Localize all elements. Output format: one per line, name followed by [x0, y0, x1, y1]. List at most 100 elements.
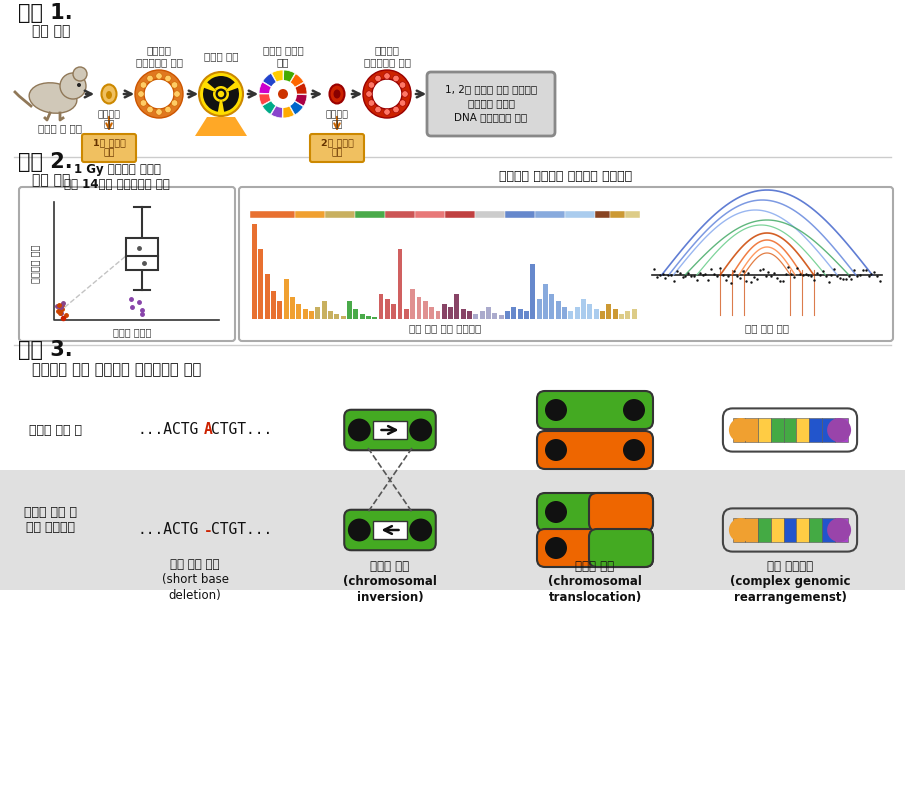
Bar	[809, 418, 822, 442]
Bar	[410, 289, 415, 319]
FancyBboxPatch shape	[537, 391, 653, 429]
Bar	[366, 316, 371, 319]
Bar	[758, 418, 771, 442]
Circle shape	[199, 72, 243, 116]
Text: 그림 2.: 그림 2.	[18, 152, 72, 172]
Circle shape	[165, 75, 171, 82]
Bar	[606, 304, 611, 319]
Bar	[784, 418, 796, 442]
Bar	[252, 224, 257, 319]
Circle shape	[171, 82, 177, 88]
Text: 방사선 조사: 방사선 조사	[204, 51, 238, 61]
Bar	[581, 299, 586, 319]
Bar	[435, 311, 441, 319]
Bar	[505, 311, 510, 319]
Bar	[0, 470, 905, 590]
Text: A: A	[204, 422, 213, 438]
Bar	[355, 211, 385, 218]
Bar	[511, 307, 517, 319]
Wedge shape	[214, 86, 227, 94]
Bar	[321, 301, 327, 319]
Bar	[296, 304, 301, 319]
Bar	[429, 307, 434, 319]
Bar	[613, 309, 617, 319]
Text: 짧은 염기 결손 돌연변이: 짧은 염기 결손 돌연변이	[409, 323, 481, 333]
Circle shape	[402, 90, 408, 98]
Ellipse shape	[101, 85, 117, 103]
FancyBboxPatch shape	[344, 510, 436, 550]
Circle shape	[140, 100, 147, 106]
Bar	[784, 518, 796, 542]
Circle shape	[384, 109, 390, 115]
Circle shape	[545, 501, 567, 523]
FancyBboxPatch shape	[19, 187, 235, 341]
Circle shape	[729, 418, 753, 442]
Bar	[809, 518, 822, 542]
Circle shape	[827, 418, 851, 442]
Text: 단일세포
분리: 단일세포 분리	[98, 110, 120, 130]
Text: 1차 유전체
분석: 1차 유전체 분석	[92, 138, 126, 158]
Circle shape	[375, 75, 381, 82]
Circle shape	[368, 82, 375, 88]
Bar	[258, 249, 263, 319]
Bar	[565, 211, 595, 218]
Circle shape	[269, 80, 297, 108]
Bar	[271, 291, 276, 319]
Bar	[594, 309, 598, 319]
Text: ...ACTG: ...ACTG	[138, 522, 198, 538]
Text: -: -	[204, 522, 213, 538]
Bar	[467, 311, 472, 319]
Circle shape	[545, 537, 567, 559]
Text: 방사선 노출된
세포: 방사선 노출된 세포	[262, 45, 303, 66]
Bar	[746, 518, 758, 542]
Bar	[834, 418, 847, 442]
Wedge shape	[213, 91, 221, 102]
Circle shape	[218, 90, 224, 98]
Polygon shape	[195, 117, 247, 136]
Bar	[796, 518, 809, 542]
Wedge shape	[283, 94, 307, 106]
Circle shape	[399, 82, 405, 88]
Text: 돌연변이 개수: 돌연변이 개수	[30, 245, 40, 283]
Bar	[492, 313, 498, 319]
Circle shape	[73, 67, 87, 81]
Bar	[385, 299, 390, 319]
Bar	[595, 211, 610, 218]
Circle shape	[368, 100, 375, 106]
Text: 단일세포
오가노이드 구축: 단일세포 오가노이드 구축	[136, 45, 183, 66]
Ellipse shape	[329, 85, 345, 103]
Text: 방사선이 유발한: 방사선이 유발한	[468, 98, 515, 108]
Text: 단일세포
분리: 단일세포 분리	[326, 110, 348, 130]
Text: 염색체 전좌
(chromosomal
translocation): 염색체 전좌 (chromosomal translocation)	[548, 561, 642, 603]
Circle shape	[827, 518, 851, 542]
Bar	[328, 311, 333, 319]
Bar	[397, 249, 403, 319]
Circle shape	[393, 75, 399, 82]
Wedge shape	[271, 94, 283, 118]
Bar	[454, 294, 460, 319]
Circle shape	[138, 90, 144, 98]
Wedge shape	[283, 74, 304, 94]
Text: 복잡 구조 변이: 복잡 구조 변이	[745, 323, 789, 333]
Text: 단일세포
오가노이드 구축: 단일세포 오가노이드 구축	[364, 45, 411, 66]
Circle shape	[174, 90, 180, 98]
Bar	[353, 309, 358, 319]
Bar	[325, 211, 355, 218]
Bar	[505, 211, 535, 218]
Bar	[315, 307, 320, 319]
Bar	[822, 518, 834, 542]
Bar	[796, 418, 809, 442]
Circle shape	[156, 109, 162, 115]
Wedge shape	[283, 94, 294, 118]
Bar	[568, 311, 574, 319]
FancyBboxPatch shape	[310, 134, 364, 162]
Bar	[834, 518, 847, 542]
Text: 그림 1.: 그림 1.	[18, 3, 72, 23]
Text: 방사선이 유발하는 돌연변이 시그너처: 방사선이 유발하는 돌연변이 시그너처	[500, 170, 633, 183]
Bar	[423, 301, 428, 319]
Bar	[746, 418, 758, 442]
Circle shape	[409, 418, 433, 442]
Text: 2차 유전체
분석: 2차 유전체 분석	[320, 138, 354, 158]
Wedge shape	[221, 88, 239, 112]
Text: 염색체 역위
(chromosomal
inversion): 염색체 역위 (chromosomal inversion)	[343, 561, 437, 603]
